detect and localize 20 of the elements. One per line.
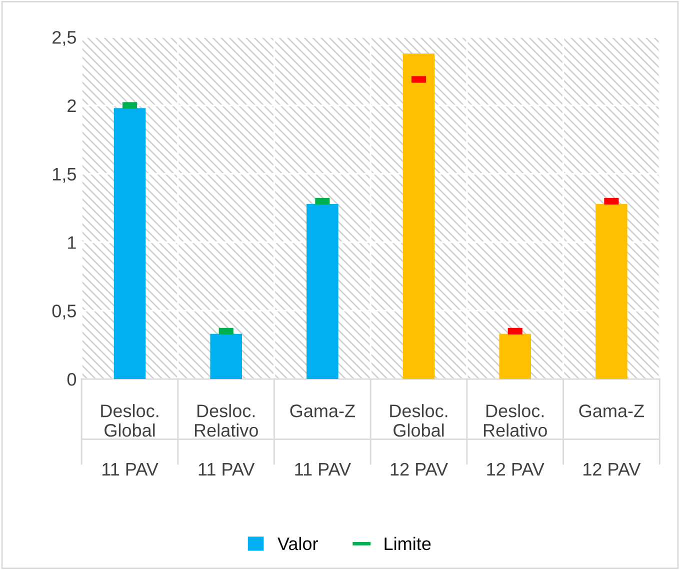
bar (596, 204, 628, 380)
category-label: Desloc. Global 11 PAV (101, 404, 158, 476)
y-tick-label: 2 (68, 99, 76, 112)
bar (306, 204, 338, 380)
y-tick-label: 0 (67, 372, 76, 386)
y-tick-label: 0,5 (52, 304, 76, 320)
y-tick-label: 1 (68, 236, 76, 249)
category-label: Desloc. Relativo 11 PAV (194, 404, 258, 476)
y-tick-label: 2,5 (52, 30, 76, 46)
legend-label: Valor (278, 536, 318, 550)
category-label: Gama-Z 12 PAV (579, 404, 644, 476)
legend-label: Limite (384, 536, 431, 550)
bar (499, 334, 531, 380)
y-tick-label: 1,5 (53, 168, 76, 183)
category-label: Desloc. Global 12 PAV (390, 404, 448, 476)
category-label: Gama-Z 11 PAV (290, 404, 355, 476)
bar (402, 53, 435, 380)
bar (114, 108, 146, 380)
category-label: Desloc. Relativo 12 PAV (484, 404, 547, 476)
bar (210, 334, 242, 380)
